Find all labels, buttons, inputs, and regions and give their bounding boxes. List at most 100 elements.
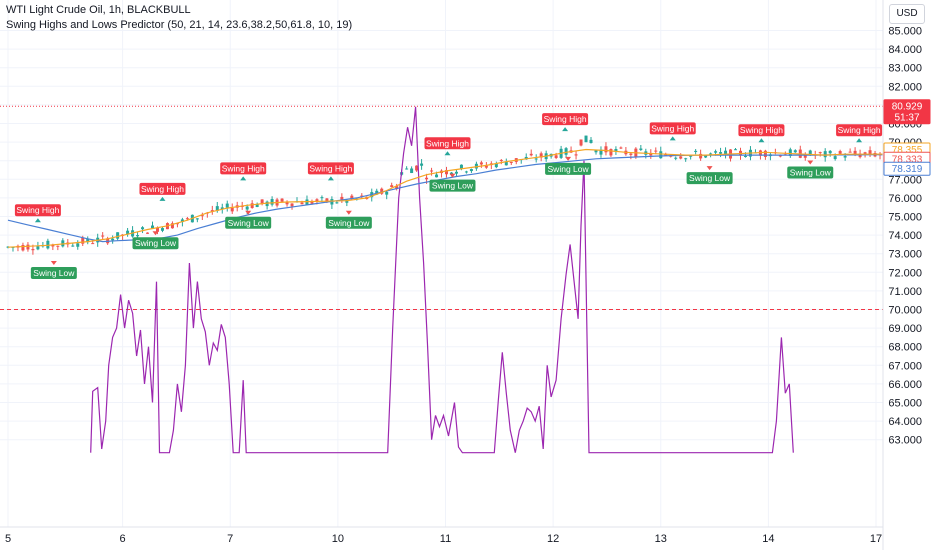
x-tick-label: 13 xyxy=(655,533,667,545)
candle-body xyxy=(529,153,533,156)
candle-body xyxy=(170,223,174,229)
candle-body xyxy=(180,219,184,223)
candle-body xyxy=(151,225,155,229)
candle-body xyxy=(743,155,747,158)
candle-body xyxy=(340,196,344,200)
slow-ma-badge-bg xyxy=(883,161,931,176)
swing-high-label-text: Swing High xyxy=(309,163,352,173)
fast-ma-badge: 78.355 xyxy=(892,145,923,156)
swing-high-label-marker xyxy=(856,138,863,143)
candle-body xyxy=(56,245,60,247)
candle-body xyxy=(674,157,678,159)
y-axis[interactable]: 85.00084.00083.00082.00081.00080.00079.0… xyxy=(882,0,922,550)
candle-body xyxy=(445,170,448,175)
candle-body xyxy=(26,244,30,250)
swing-low-label-box xyxy=(325,216,372,229)
candle-body xyxy=(225,203,229,208)
candle-body xyxy=(589,139,593,144)
candle-body xyxy=(360,195,364,197)
swing-low-label-text: Swing Low xyxy=(135,238,177,248)
swing-high-label-box xyxy=(139,182,186,195)
candle-body xyxy=(81,237,85,244)
candle-body xyxy=(415,165,419,171)
indicator-title[interactable]: Swing Highs and Lows Predictor (50, 21, … xyxy=(6,19,353,31)
swing-low-label-box xyxy=(787,166,834,179)
swing-high-label-marker xyxy=(669,136,676,141)
fast_ma-line xyxy=(7,148,886,248)
swing-low-label-box xyxy=(30,267,77,279)
candle-body xyxy=(116,232,120,239)
candle-body xyxy=(91,243,95,245)
swing-low-label-text: Swing Low xyxy=(328,218,370,228)
candle-body xyxy=(694,150,698,152)
candle-body xyxy=(160,228,164,231)
candle-body xyxy=(320,197,324,199)
swing-low-label-marker xyxy=(565,156,572,161)
candle-body xyxy=(435,174,439,178)
candle-body xyxy=(141,227,145,230)
swing-high-label-text: Swing High xyxy=(222,163,265,173)
candle-body xyxy=(843,156,847,158)
candle-body xyxy=(345,199,349,203)
candle-body xyxy=(195,218,199,220)
candle-body xyxy=(484,165,488,168)
swing-low-label-box xyxy=(225,216,272,229)
candle-body xyxy=(405,168,409,170)
symbol-title[interactable]: WTI Light Crude Oil, 1h, BLACKBULL xyxy=(6,4,191,16)
countdown-badge: 51:37 xyxy=(894,113,919,124)
swing-high-label-text: Swing High xyxy=(426,138,469,148)
swing-high-label-text: Swing High xyxy=(16,205,59,215)
candle-body xyxy=(649,152,653,156)
candle-body xyxy=(136,235,140,237)
current-price-badge-bg xyxy=(883,99,931,125)
current-price-badge: 80.929 xyxy=(892,102,923,113)
oscillator xyxy=(90,106,794,454)
y-tick-label: 82.000 xyxy=(888,81,922,93)
candle-body xyxy=(155,227,159,232)
candle-body xyxy=(454,171,458,174)
x-tick-label: 11 xyxy=(440,533,451,545)
y-tick-label: 75.000 xyxy=(888,212,922,224)
swing-high-label-marker xyxy=(444,151,451,156)
candle-body xyxy=(554,155,558,158)
candle-body xyxy=(803,154,807,158)
candle-body xyxy=(579,139,583,146)
y-tick-label: 83.000 xyxy=(888,63,922,75)
candle-body xyxy=(574,154,578,156)
oscillator-line xyxy=(90,106,794,454)
x-tick-label: 10 xyxy=(332,533,344,545)
swing-high-label-box xyxy=(542,113,589,126)
swing-high-label-box xyxy=(738,124,785,137)
swing-low-label: Swing Low xyxy=(686,166,733,185)
x-axis[interactable]: 5 6 7 10 11 12 13 14 17 xyxy=(0,526,883,545)
candle-body xyxy=(734,149,738,151)
swing-high-label: Swing High xyxy=(738,124,785,143)
candle-body xyxy=(479,162,483,165)
swing-low-label-marker xyxy=(345,210,352,215)
candle-body xyxy=(71,245,75,247)
candle-body xyxy=(838,151,842,154)
candle-body xyxy=(285,202,289,205)
candle-body xyxy=(220,207,224,210)
currency-button[interactable]: USD xyxy=(889,4,925,24)
candle-body xyxy=(464,171,468,173)
candle-body xyxy=(111,238,115,241)
swing-high-label-marker xyxy=(159,196,166,201)
candle-body xyxy=(534,158,538,160)
swing-low-label-text: Swing Low xyxy=(790,168,832,178)
y-tick-label: 64.000 xyxy=(888,416,922,428)
y-tick-label: 84.000 xyxy=(888,44,922,56)
candle-body xyxy=(654,150,658,152)
candle-body xyxy=(848,151,852,153)
candle-body xyxy=(584,135,588,143)
candle-body xyxy=(459,164,463,169)
candle-body xyxy=(126,230,130,235)
swing-low-label-box xyxy=(545,162,592,175)
candle-body xyxy=(200,215,204,217)
candle-body xyxy=(509,161,513,163)
candle-body xyxy=(719,152,723,154)
candle-body xyxy=(385,191,389,195)
candle-body xyxy=(380,188,384,194)
